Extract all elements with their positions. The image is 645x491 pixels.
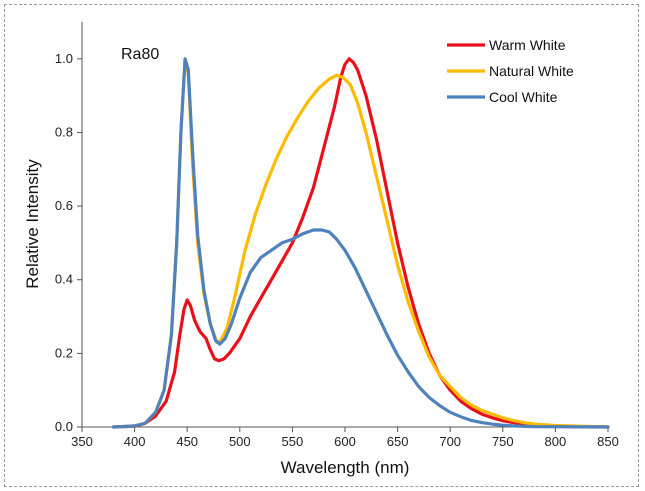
legend-label-cool-white: Cool White <box>489 89 558 105</box>
y-tick-label: 0.6 <box>55 198 73 213</box>
x-tick-label: 550 <box>282 434 304 449</box>
y-tick-label: 0.8 <box>55 124 73 139</box>
x-tick-label: 600 <box>334 434 356 449</box>
x-tick-label: 400 <box>124 434 146 449</box>
series-line-cool-white <box>112 57 610 429</box>
y-axis-title: Relative Intensity <box>23 159 42 289</box>
y-tick-label: 0.2 <box>55 345 73 360</box>
x-tick-label: 450 <box>176 434 198 449</box>
x-tick-label: 850 <box>597 434 619 449</box>
y-tick-label: 1.0 <box>55 51 73 66</box>
x-axis-title: Wavelength (nm) <box>281 458 410 477</box>
x-tick-label: 350 <box>71 434 93 449</box>
legend: Warm White Natural White Cool White <box>447 37 574 105</box>
x-tick-label: 650 <box>387 434 409 449</box>
legend-label-natural-white: Natural White <box>489 63 574 79</box>
legend-label-warm-white: Warm White <box>489 37 566 53</box>
y-tick-label: 0.4 <box>55 272 73 287</box>
x-tick-group: 350 400 450 500 550 600 650 700 750 800 850 <box>71 427 619 449</box>
x-tick-label: 500 <box>229 434 251 449</box>
plot-area <box>82 22 608 427</box>
annotation-ra80: Ra80 <box>121 46 159 63</box>
y-tick-group: 0.0 0.2 0.4 0.6 0.8 1.0 <box>55 51 82 434</box>
y-tick-label: 0.0 <box>55 419 73 434</box>
series-group <box>112 57 610 429</box>
series-line-warm-white <box>112 57 610 429</box>
x-tick-label: 800 <box>545 434 567 449</box>
chart-frame <box>4 4 639 487</box>
x-tick-label: 750 <box>492 434 514 449</box>
x-tick-label: 700 <box>439 434 461 449</box>
